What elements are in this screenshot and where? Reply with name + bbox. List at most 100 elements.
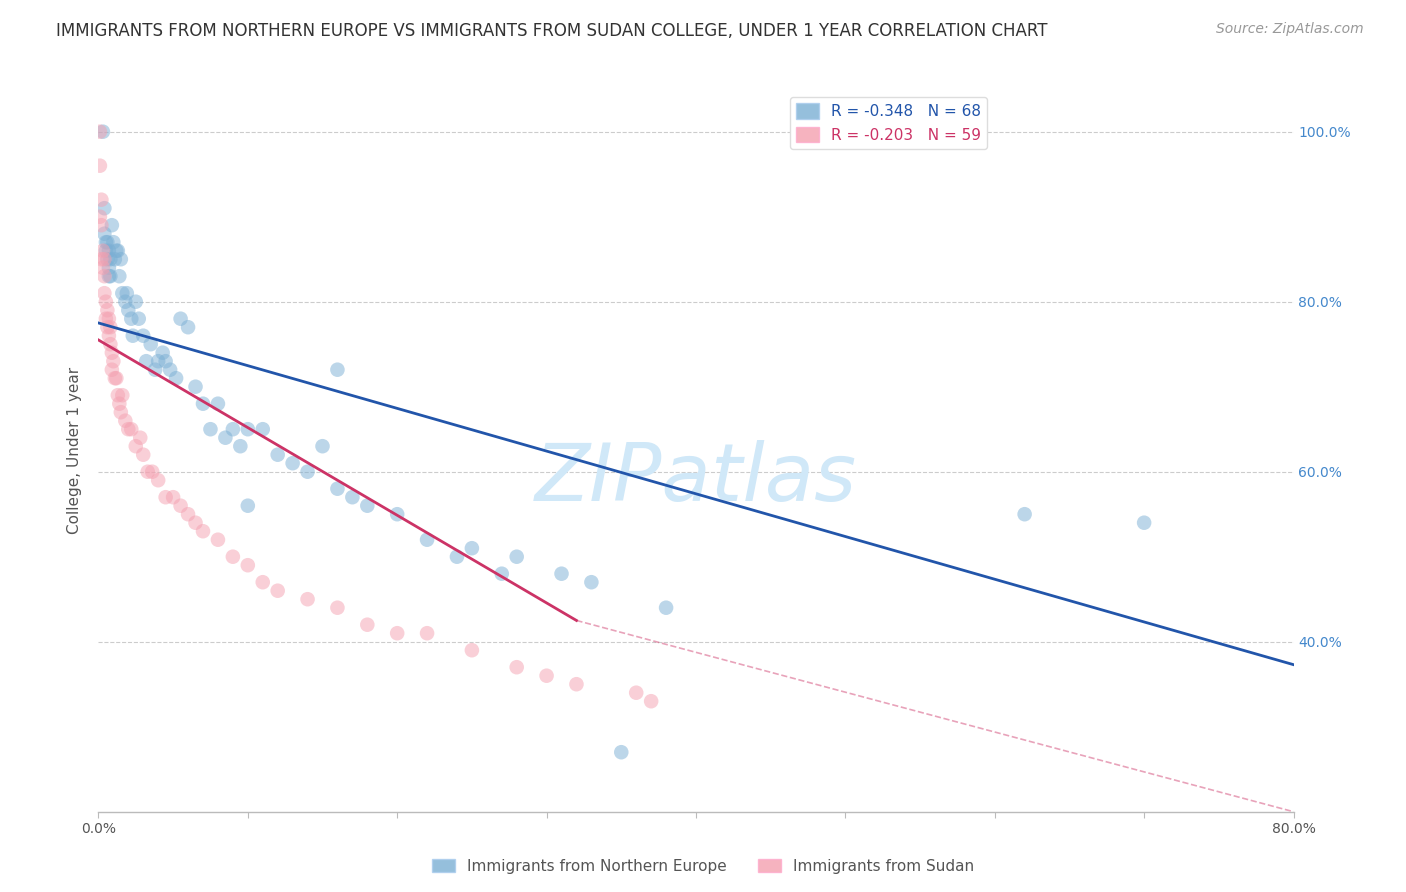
Point (98, 269, 122, 284)
Point (267, 448, 290, 462)
Point (191, 397, 214, 411)
Point (281, 456, 304, 470)
Point (115, 286, 138, 301)
Point (129, 431, 152, 445)
Point (356, 499, 378, 513)
Point (94, 235, 117, 250)
Point (148, 354, 170, 368)
Point (236, 422, 259, 436)
Point (169, 311, 191, 326)
Point (326, 482, 349, 496)
Point (506, 660, 529, 674)
Point (96, 303, 118, 318)
Point (96, 235, 118, 250)
Point (114, 414, 136, 428)
Point (165, 371, 187, 385)
Point (91, 260, 114, 275)
Point (114, 294, 136, 309)
Point (111, 388, 134, 402)
Point (93, 286, 115, 301)
Point (640, 694, 662, 708)
Point (93, 269, 115, 284)
Point (626, 686, 648, 700)
Point (565, 677, 588, 691)
Point (177, 507, 200, 521)
Text: ZIPatlas: ZIPatlas (534, 441, 858, 518)
Point (200, 422, 222, 436)
Point (356, 617, 378, 632)
Point (222, 422, 245, 436)
Point (184, 380, 207, 394)
Point (506, 549, 529, 564)
Point (128, 311, 150, 326)
Point (610, 745, 633, 759)
Point (191, 524, 214, 539)
Point (103, 235, 125, 250)
Point (461, 541, 484, 556)
Point (91, 125, 114, 139)
Legend: Immigrants from Northern Europe, Immigrants from Sudan: Immigrants from Northern Europe, Immigra… (426, 853, 980, 880)
Point (311, 439, 333, 453)
Point (252, 575, 274, 590)
Point (101, 218, 124, 232)
Point (159, 362, 181, 376)
Point (103, 354, 125, 368)
Point (342, 490, 364, 504)
Point (117, 303, 139, 318)
Point (416, 533, 439, 547)
Point (143, 362, 166, 376)
Point (177, 320, 200, 334)
Point (98, 252, 122, 267)
Text: IMMIGRANTS FROM NORTHERN EUROPE VS IMMIGRANTS FROM SUDAN COLLEGE, UNDER 1 YEAR C: IMMIGRANTS FROM NORTHERN EUROPE VS IMMIG… (56, 22, 1047, 40)
Point (125, 294, 148, 309)
Point (89, 159, 111, 173)
Point (132, 448, 155, 462)
Point (108, 269, 131, 284)
Point (94, 244, 117, 258)
Point (125, 439, 148, 453)
Point (96, 320, 118, 334)
Text: Source: ZipAtlas.com: Source: ZipAtlas.com (1216, 22, 1364, 37)
Point (236, 499, 259, 513)
Point (229, 439, 252, 453)
Point (550, 566, 572, 581)
Point (110, 252, 132, 267)
Point (91, 244, 114, 258)
Point (97, 244, 120, 258)
Point (108, 397, 131, 411)
Point (98, 337, 122, 351)
Point (148, 473, 170, 487)
Point (297, 465, 319, 479)
Point (135, 354, 157, 368)
Point (89, 210, 111, 224)
Point (214, 431, 236, 445)
Point (326, 600, 349, 615)
Point (94, 311, 117, 326)
Point (236, 558, 259, 573)
Point (1133, 516, 1156, 530)
Point (104, 252, 127, 267)
Point (89, 125, 111, 139)
Point (97, 328, 120, 343)
Point (111, 286, 134, 301)
Point (207, 533, 229, 547)
Point (141, 465, 163, 479)
Point (326, 362, 349, 376)
Point (155, 490, 177, 504)
Point (1014, 507, 1036, 521)
Point (90, 218, 112, 232)
Point (581, 575, 603, 590)
Point (101, 362, 124, 376)
Point (93, 227, 115, 241)
Point (155, 354, 177, 368)
Point (385, 626, 409, 640)
Point (110, 405, 132, 419)
Point (461, 643, 484, 657)
Point (96, 252, 118, 267)
Point (120, 422, 142, 436)
Point (252, 422, 274, 436)
Point (267, 583, 290, 598)
Point (97, 311, 120, 326)
Point (93, 252, 115, 267)
Y-axis label: College, Under 1 year: College, Under 1 year (67, 367, 83, 534)
